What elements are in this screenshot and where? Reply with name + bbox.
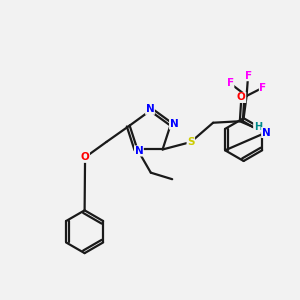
Text: S: S	[187, 137, 195, 147]
Text: F: F	[260, 82, 266, 93]
Text: N: N	[146, 104, 154, 114]
Text: F: F	[227, 78, 234, 88]
Text: F: F	[244, 71, 252, 81]
Text: N: N	[134, 146, 143, 156]
Text: H: H	[254, 122, 262, 132]
Text: N: N	[262, 128, 270, 137]
Text: O: O	[81, 152, 89, 162]
Text: O: O	[237, 92, 246, 103]
Text: N: N	[169, 119, 178, 129]
